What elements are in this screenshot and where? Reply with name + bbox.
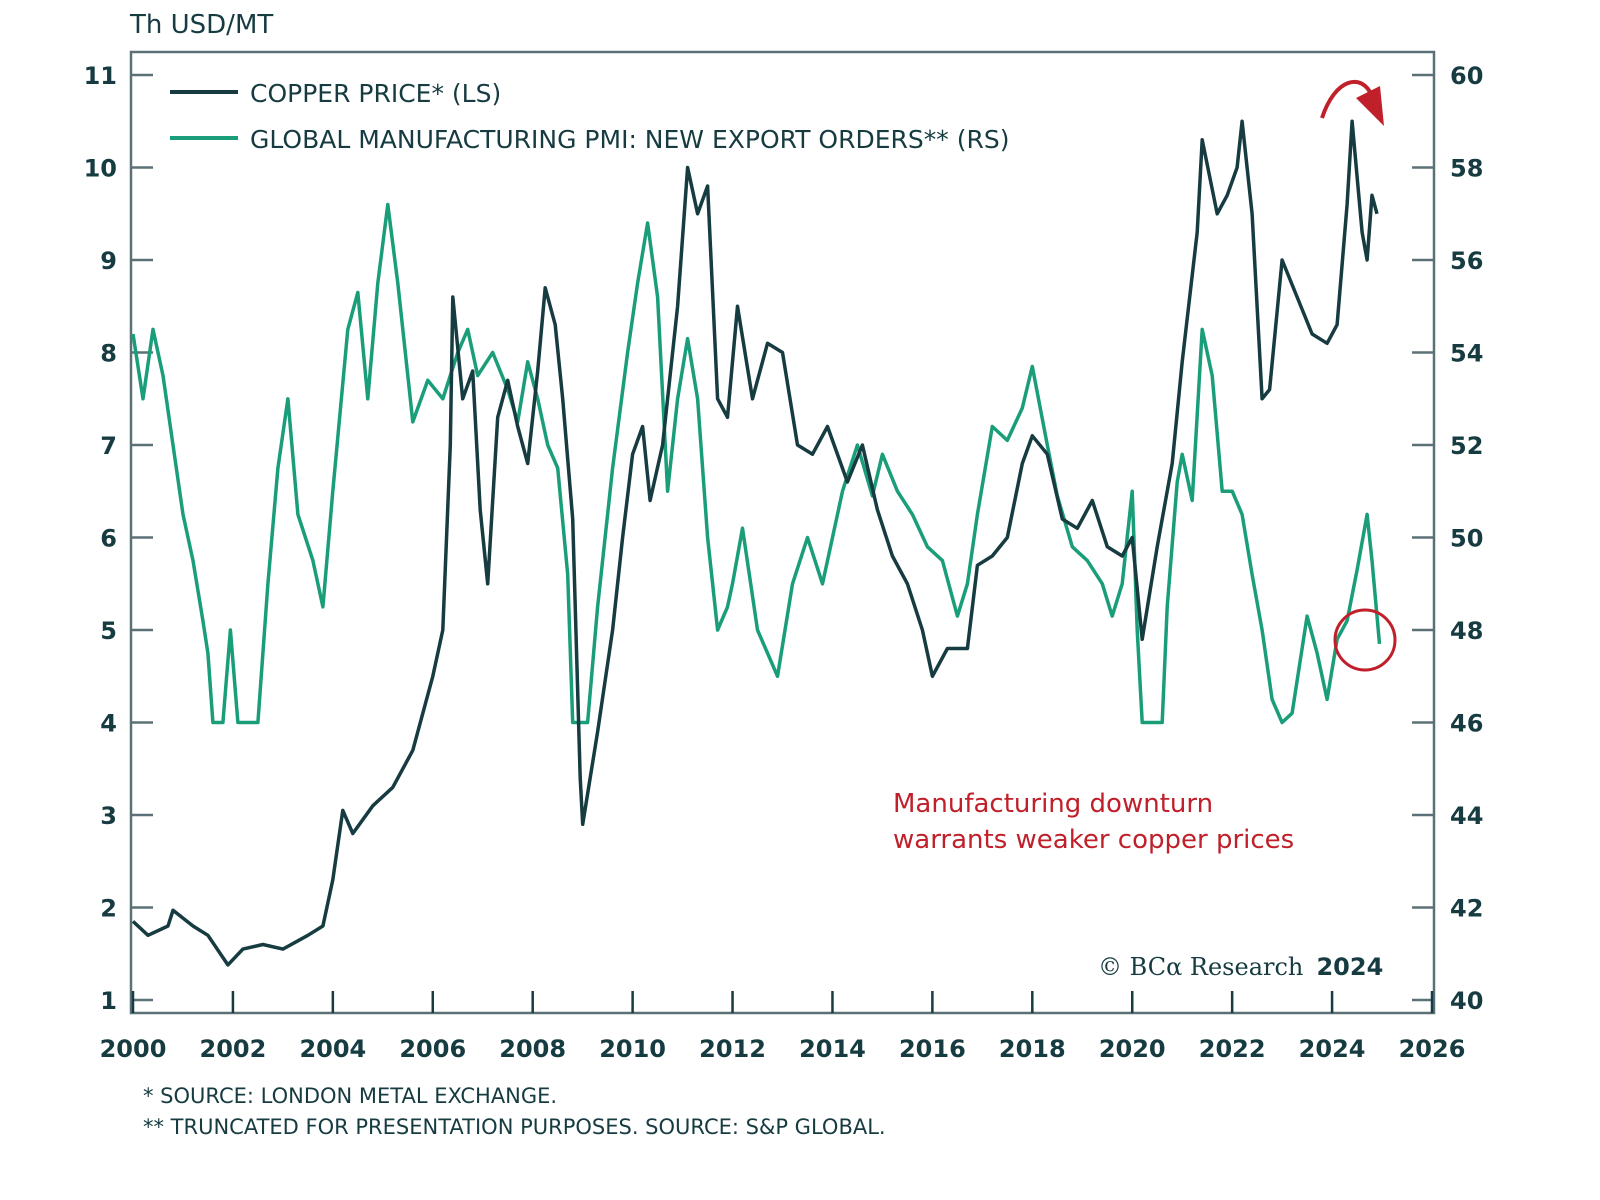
- left-tick-label: 1: [100, 987, 117, 1015]
- left-tick-label: 8: [100, 340, 117, 368]
- left-tick-label: 6: [100, 525, 117, 553]
- right-tick-label: 46: [1450, 710, 1483, 738]
- footnote-1: * SOURCE: LONDON METAL EXCHANGE.: [143, 1084, 557, 1108]
- x-tick-label: 2012: [699, 1035, 766, 1063]
- annotation-text-line1: Manufacturing downturn: [893, 789, 1213, 819]
- right-tick-label: 54: [1450, 340, 1483, 368]
- copyright-text: © BCα Research: [1098, 953, 1303, 981]
- x-tick-label: 2024: [1299, 1035, 1366, 1063]
- right-tick-label: 56: [1450, 247, 1483, 275]
- right-tick-label: 58: [1450, 155, 1483, 183]
- right-tick-label: 42: [1450, 895, 1483, 923]
- x-tick-label: 2004: [299, 1035, 366, 1063]
- annotation-text-line2: warrants weaker copper prices: [893, 825, 1294, 855]
- x-tick-label: 2000: [100, 1035, 167, 1063]
- series-line-pmi: [131, 202, 1382, 725]
- annotation-arrow-icon: [1320, 79, 1384, 126]
- left-tick-label: 10: [84, 155, 117, 183]
- left-tick-label: 3: [100, 802, 117, 830]
- right-tick-label: 40: [1450, 987, 1483, 1015]
- right-axis: 40 42 44 46 48 50 52 54 56 58 60: [1412, 62, 1483, 1015]
- right-tick-label: 50: [1450, 525, 1483, 553]
- right-tick-label: 60: [1450, 62, 1483, 90]
- x-tick-label: 2026: [1399, 1035, 1466, 1063]
- left-tick-label: 2: [100, 895, 117, 923]
- annotation-circle: [1333, 608, 1397, 672]
- left-axis: 1 2 3 4 5 6 7 8 9 10 11: [84, 62, 153, 1015]
- right-tick-label: 44: [1450, 802, 1483, 830]
- right-tick-label: 48: [1450, 617, 1483, 645]
- x-tick-label: 2006: [399, 1035, 466, 1063]
- x-tick-label: 2022: [1199, 1035, 1266, 1063]
- copyright: © BCα Research 2024: [1098, 953, 1383, 981]
- legend-label-copper: COPPER PRICE* (LS): [250, 79, 501, 108]
- series-layer: [131, 119, 1382, 967]
- x-tick-label: 2020: [1099, 1035, 1166, 1063]
- x-axis: 2000 2002 2004 2006 2008 2010 2012 2014 2016 2018…: [100, 991, 1466, 1063]
- left-tick-label: 9: [100, 247, 117, 275]
- series-line-copper: [131, 119, 1379, 967]
- right-tick-label: 52: [1450, 432, 1483, 460]
- copyright-year: 2024: [1316, 953, 1383, 981]
- x-tick-label: 2018: [999, 1035, 1066, 1063]
- left-tick-label: 7: [100, 432, 117, 460]
- legend-label-pmi: GLOBAL MANUFACTURING PMI: NEW EXPORT ORD…: [250, 125, 1009, 154]
- left-tick-label: 11: [84, 62, 117, 90]
- footnote-2: ** TRUNCATED FOR PRESENTATION PURPOSES. …: [143, 1115, 886, 1139]
- left-tick-label: 5: [100, 617, 117, 645]
- x-tick-label: 2002: [200, 1035, 267, 1063]
- left-axis-unit-label: Th USD/MT: [129, 10, 273, 40]
- legend: COPPER PRICE* (LS) GLOBAL MANUFACTURING …: [170, 79, 1009, 154]
- x-tick-label: 2016: [899, 1035, 966, 1063]
- left-tick-label: 4: [100, 710, 117, 738]
- x-tick-label: 2014: [799, 1035, 866, 1063]
- x-tick-label: 2008: [499, 1035, 566, 1063]
- x-tick-label: 2010: [599, 1035, 666, 1063]
- plot-frame: [129, 50, 1436, 1015]
